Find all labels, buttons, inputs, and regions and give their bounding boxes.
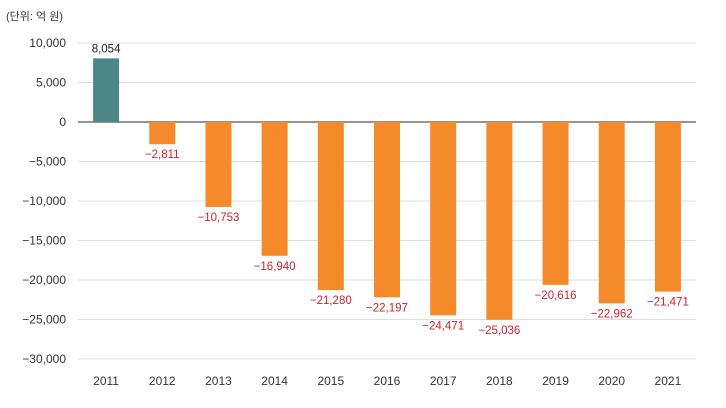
y-tick-label: 5,000 [36,76,66,90]
y-tick-label: −30,000 [22,352,66,366]
bar-2015 [317,122,344,291]
y-tick-label: −15,000 [22,234,66,248]
data-label-2013: −10,753 [198,212,240,224]
x-tick-label: 2020 [598,374,625,388]
data-labels: 8,054 −2,811 −10,753 −16,940 −21,280 −22,197 −… [92,43,689,336]
y-tick-label: 10,000 [29,36,66,50]
bar-2014 [261,122,288,256]
x-tick-label: 2017 [430,374,457,388]
y-tick-label: −25,000 [22,313,66,327]
data-label-2014: −16,940 [254,261,296,273]
x-tick-label: 2016 [374,374,401,388]
bar-2021 [654,122,681,292]
data-label-2016: −22,197 [366,302,408,314]
data-label-2020: −22,962 [591,308,633,320]
y-tick-label: −5,000 [29,155,66,169]
data-label-2019: −20,616 [535,290,577,302]
x-axis-ticks: 2011 2012 2013 2014 2015 2016 2017 2018 2019 2020… [93,374,681,388]
x-tick-label: 2021 [655,374,682,388]
y-tick-label: −20,000 [22,273,66,287]
bar-2020 [598,122,625,304]
data-label-2012: −2,811 [145,149,180,161]
y-tick-label: −10,000 [22,194,66,208]
x-tick-label: 2011 [93,374,119,388]
bar-2012 [149,122,176,145]
bar-2013 [205,122,232,207]
data-label-2017: −24,471 [422,320,464,332]
x-tick-label: 2012 [149,374,176,388]
data-label-2018: −25,036 [478,325,520,337]
x-tick-label: 2015 [317,374,344,388]
bar-2019 [542,122,569,285]
y-tick-label: 0 [59,115,66,129]
bars [93,58,681,320]
y-axis-ticks: 10,000 5,000 0 −5,000 −10,000 −15,000 −20,000 −… [22,36,66,366]
bar-2017 [430,122,457,316]
x-tick-label: 2018 [486,374,513,388]
data-label-2011: 8,054 [92,43,121,55]
data-label-2021: −21,471 [647,297,689,309]
x-tick-label: 2019 [542,374,569,388]
bar-2018 [486,122,513,320]
data-label-2015: −21,280 [310,295,352,307]
x-tick-label: 2013 [205,374,232,388]
bar-2016 [374,122,400,298]
bar-2011 [93,58,120,122]
unit-label: (단위: 억 원) [6,10,63,23]
x-tick-label: 2014 [261,374,288,388]
